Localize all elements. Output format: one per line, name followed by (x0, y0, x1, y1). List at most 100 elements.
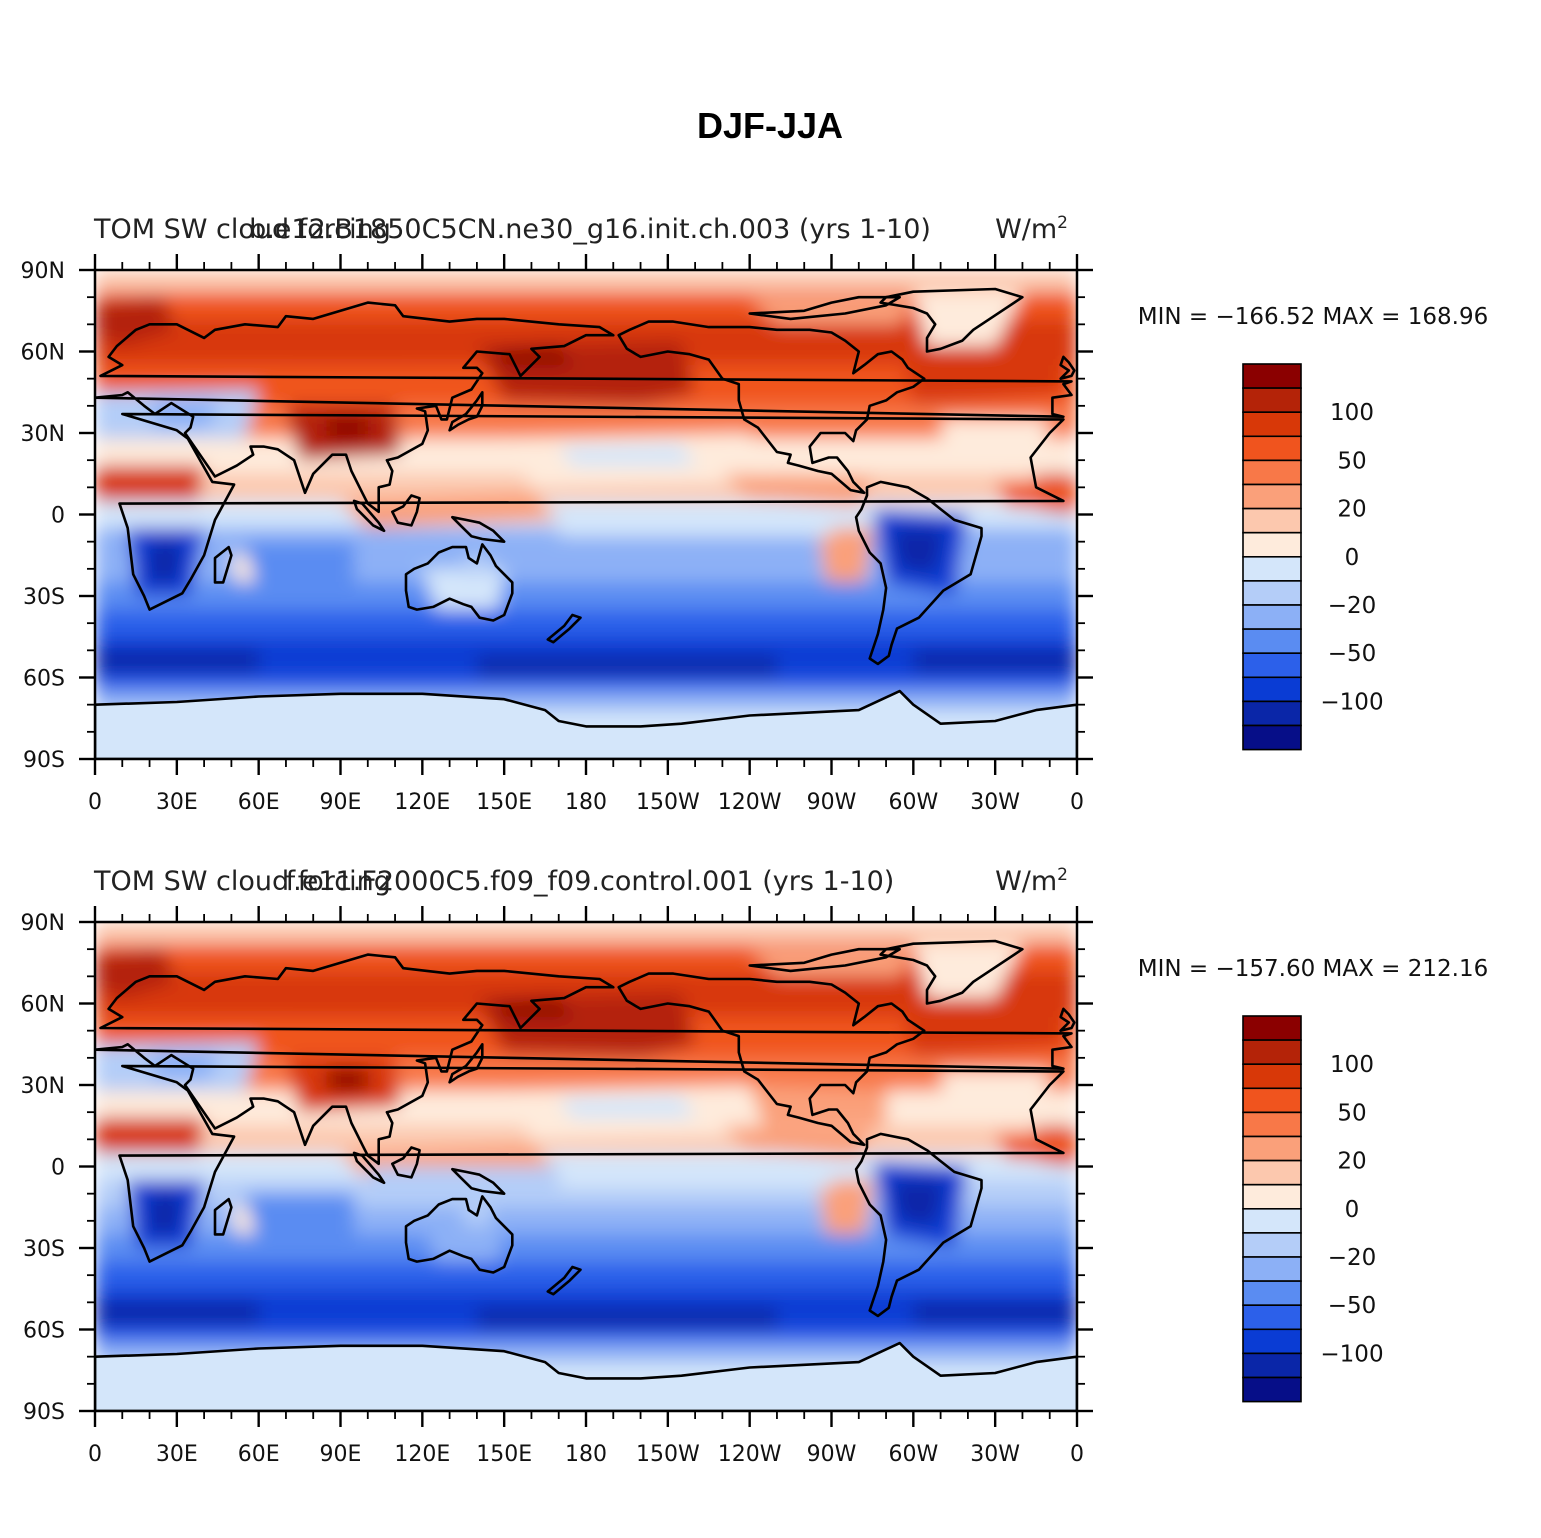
y-tick-label: 0 (51, 504, 65, 529)
field-contour-region (95, 609, 1077, 637)
coastline-borneo (390, 1146, 421, 1179)
field-contour-region (891, 1180, 947, 1227)
field-contour-region (95, 1261, 1077, 1289)
colorbar-cell (1242, 1063, 1302, 1090)
y-tick-label: 90S (23, 748, 65, 773)
colorbar-cell (1242, 1376, 1302, 1403)
coastline-australia (404, 1195, 514, 1274)
field-contour-region (913, 650, 1077, 673)
y-tick-label: 60N (21, 993, 65, 1018)
coastline-newguinea (450, 515, 506, 544)
panel-center-title: f.e11.F2000C5.f09_f09.control.001 (yrs 1… (286, 866, 895, 897)
field-contour-region (558, 443, 696, 466)
x-tick-label: 0 (88, 790, 102, 815)
colorbar-label: 0 (1345, 545, 1360, 571)
y-tick-label: 60S (23, 1319, 65, 1344)
field-contour-region (95, 297, 177, 347)
field-contour-region (258, 970, 409, 1018)
field-contour-region (95, 465, 205, 501)
panel-center-title: b.e12.B1850C5CN.ne30_g16.init.ch.003 (yr… (249, 214, 931, 245)
colorbar-cell (1242, 363, 1302, 389)
y-tick-label: 30N (21, 422, 65, 447)
map-panel-bottom: TOM SW cloud forcing f.e11.F2000C5.f09_f… (21, 865, 1489, 1467)
panel-units-title: W/m2 (995, 213, 1068, 245)
field-contour-region (722, 473, 873, 507)
colorbar-cell (1242, 1280, 1302, 1306)
map-field-area (95, 922, 1077, 1411)
coastline-antarctica (95, 1341, 1077, 1411)
colorbar-cell (1242, 1111, 1302, 1138)
x-tick-label: 120E (394, 1442, 450, 1467)
coastline-namerica (617, 972, 926, 1147)
field-contour-region (149, 541, 183, 583)
field-contour-region (476, 655, 777, 678)
colorbar-cell (1242, 628, 1302, 654)
coastline-borneo (390, 494, 421, 527)
field-contour-region (95, 677, 1077, 692)
coastline-samerica (854, 480, 983, 666)
field-contour-region (95, 1302, 259, 1325)
field-contour-region (258, 318, 409, 366)
field-contour-region (326, 1068, 368, 1091)
x-tick-label: 120W (718, 790, 782, 815)
coastline-sumatra (352, 499, 386, 533)
colorbar-cell (1242, 1256, 1302, 1282)
y-tick-label: 0 (51, 1156, 65, 1181)
field-contour-region (913, 943, 1023, 999)
field-contour-region (749, 1085, 887, 1126)
field-contour-region (490, 998, 573, 1018)
coastline-africa (118, 412, 1065, 611)
field-contour-region (95, 922, 1077, 944)
colorbar-cell (1242, 1208, 1302, 1234)
field-contour-region (490, 346, 573, 366)
colorbar-label: 0 (1345, 1197, 1360, 1223)
colorbar-cell (1242, 700, 1302, 727)
colorbar-label: 20 (1337, 497, 1366, 523)
panel-left-title: TOM SW cloud forcing (93, 214, 391, 245)
x-tick-label: 90W (807, 790, 857, 815)
minmax-label: MIN = −157.60 MAX = 212.16 (1138, 956, 1489, 982)
colorbar-cell (1242, 724, 1302, 751)
colorbar-label: 20 (1337, 1149, 1366, 1175)
coastline-uk (1059, 1007, 1076, 1032)
x-tick-label: 150W (636, 790, 700, 815)
field-contour-region (940, 419, 1050, 466)
colorbar-label: −100 (1320, 689, 1383, 715)
y-tick-label: 90N (21, 911, 65, 936)
x-tick-label: 0 (1070, 790, 1084, 815)
field-contour-region (422, 568, 505, 610)
field-contour-region (722, 1125, 873, 1159)
map-field-area (95, 270, 1077, 759)
colorbar-cell (1242, 483, 1302, 510)
x-tick-label: 90E (320, 790, 362, 815)
x-tick-label: 30W (970, 790, 1020, 815)
field-contour-region (476, 1307, 777, 1330)
coastline-eurasia (95, 953, 1073, 1166)
y-tick-label: 60N (21, 341, 65, 366)
colorbar-cell (1242, 507, 1302, 534)
coastline-nz (546, 613, 582, 644)
colorbar-cell (1242, 531, 1302, 558)
field-contour-region (940, 1071, 1050, 1118)
x-tick-label: 150E (476, 1442, 532, 1467)
colorbar-label: −50 (1328, 1293, 1377, 1319)
colorbar-cell (1242, 459, 1302, 486)
colorbar-cell (1242, 580, 1302, 606)
field-contour-region (891, 528, 947, 575)
coastline-nz (546, 1265, 582, 1296)
coastline-uk (1059, 355, 1076, 381)
x-tick-label: 60E (238, 1442, 280, 1467)
colorbar: 100 50 20 0 −20 −50 −100 (1242, 1015, 1384, 1403)
coastline-arctic_isl (748, 295, 902, 321)
x-tick-label: 0 (88, 1442, 102, 1467)
coastline-africa (118, 1064, 1065, 1263)
colorbar-cell (1242, 1232, 1302, 1258)
y-tick-label: 90N (21, 259, 65, 284)
x-tick-label: 30E (156, 790, 198, 815)
colorbar-label: −20 (1328, 1245, 1377, 1271)
x-tick-label: 60E (238, 790, 280, 815)
y-tick-label: 30S (23, 1237, 65, 1262)
colorbar-label: −100 (1320, 1341, 1383, 1367)
coastline-eurasia (95, 301, 1073, 514)
